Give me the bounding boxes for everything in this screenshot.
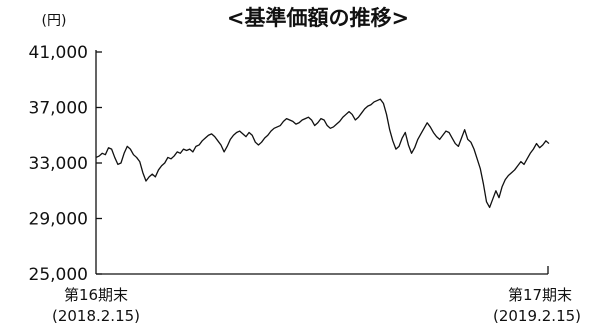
- y-axis: 25,000 29,000 33,000 37,000 41,000: [29, 43, 102, 285]
- y-tick-label: 25,000: [29, 265, 88, 285]
- y-unit-label: (円): [42, 13, 67, 29]
- x-end-period-label: 第17期末: [508, 286, 572, 304]
- x-axis: [96, 266, 549, 275]
- x-axis-labels: 第16期末 (2018.2.15) 第17期末 (2019.2.15): [52, 286, 581, 325]
- y-tick-label: 29,000: [29, 210, 88, 230]
- nav-series-line: [95, 98, 550, 209]
- chart-title: <基準価額の推移>: [227, 6, 409, 30]
- y-tick-label: 37,000: [29, 99, 88, 119]
- y-tick-label: 33,000: [29, 154, 88, 174]
- x-start-period-label: 第16期末: [64, 286, 128, 304]
- x-start-date-label: (2018.2.15): [52, 307, 140, 325]
- x-end-date-label: (2019.2.15): [493, 307, 581, 325]
- y-tick-label: 41,000: [29, 43, 88, 63]
